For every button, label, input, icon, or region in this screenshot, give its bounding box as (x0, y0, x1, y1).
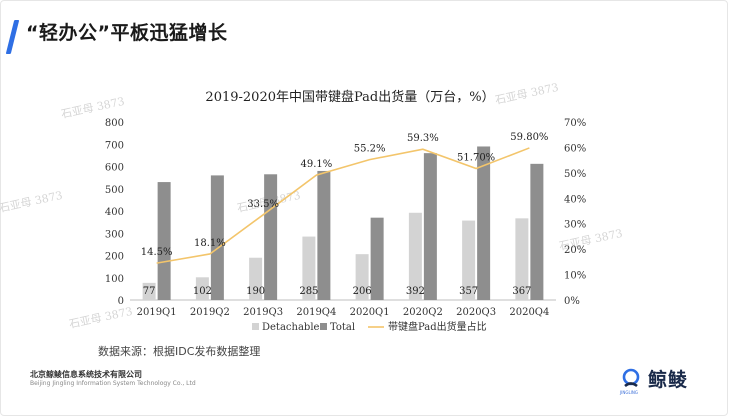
watermark-text: 石亚母 3873 (0, 189, 64, 215)
bar-total (370, 217, 384, 300)
y-right-tick-label: 10% (564, 271, 586, 282)
x-tick-label: 2020Q2 (403, 307, 443, 318)
x-tick-label: 2020Q3 (456, 307, 496, 318)
legend-swatch-detachable (252, 323, 259, 330)
y-right-tick-label: 70% (564, 118, 586, 129)
bar-total (423, 153, 437, 300)
share-value-label: 59.3% (407, 133, 439, 144)
brand-sub: JINGLING (620, 389, 638, 395)
legend-label-total: Total (330, 322, 355, 333)
bar-value-label: 206 (353, 286, 372, 297)
bar-value-label: 77 (143, 286, 156, 297)
legend-label-detachable: Detachable (262, 322, 320, 333)
legend-label-share: 带键盘Pad出货量占比 (388, 320, 487, 333)
share-line (156, 147, 530, 264)
watermark-text: 石亚母 3873 (60, 95, 126, 121)
y-left-tick-label: 0 (118, 296, 124, 307)
bar-detachable (408, 212, 422, 300)
x-tick-label: 2019Q3 (243, 307, 283, 318)
y-left-tick-label: 300 (105, 229, 124, 240)
share-value-label: 14.5% (141, 247, 173, 258)
share-value-label: 59.80% (510, 132, 548, 143)
share-value-label: 51.70% (457, 153, 495, 164)
x-tick-label: 2019Q4 (296, 307, 336, 318)
bar-detachable (142, 282, 156, 300)
y-right-tick-label: 50% (564, 169, 586, 180)
bar-total (317, 170, 331, 300)
y-right-tick-label: 0% (564, 296, 580, 307)
bar-value-label: 285 (299, 286, 318, 297)
bar-value-label: 102 (193, 286, 212, 297)
bar-value-label: 357 (459, 286, 478, 297)
bar-total (477, 146, 491, 300)
y-left-tick-label: 200 (105, 252, 124, 263)
bar-detachable (195, 277, 209, 300)
share-value-label: 49.1% (300, 159, 332, 170)
bar-total (530, 163, 544, 300)
y-left-tick-label: 700 (105, 140, 124, 151)
data-source-note: 数据来源：根据IDC发布数据整理 (98, 345, 261, 358)
x-tick-label: 2019Q2 (190, 307, 230, 318)
slide-title: “轻办公”平板迅猛增长 (26, 22, 228, 44)
brand-logo: JINGLING 鲸鲮 (620, 365, 689, 395)
y-left-tick-label: 800 (105, 118, 124, 129)
brand-name: 鲸鲮 (648, 369, 689, 391)
bar-detachable (302, 236, 316, 300)
y-left-tick-label: 400 (105, 207, 124, 218)
bar-detachable (515, 218, 529, 300)
y-right-tick-label: 30% (564, 220, 586, 231)
y-left-tick-label: 500 (105, 185, 124, 196)
watermark-text: 石亚母 3873 (494, 81, 560, 107)
share-value-label: 55.2% (354, 144, 386, 155)
company-name-cn: 北京鲸鲮信息系统技术有限公司 (30, 370, 142, 379)
share-value-label: 33.5% (247, 199, 279, 210)
bar-detachable (355, 254, 369, 300)
y-right-tick-label: 40% (564, 194, 586, 205)
y-left-tick-label: 600 (105, 163, 124, 174)
y-right-tick-label: 20% (564, 245, 586, 256)
company-name-en: Beijing Jingling Information System Tech… (30, 380, 196, 387)
x-tick-label: 2020Q4 (509, 307, 549, 318)
bar-total (157, 182, 171, 300)
bar-value-label: 190 (246, 286, 265, 297)
x-tick-label: 2019Q1 (137, 307, 177, 318)
bar-value-label: 392 (406, 286, 425, 297)
bar-total (210, 175, 224, 300)
bar-value-label: 367 (512, 286, 531, 297)
bar-detachable (249, 257, 263, 300)
x-tick-label: 2020Q1 (350, 307, 390, 318)
bar-detachable (462, 220, 476, 300)
bar-total (264, 174, 278, 300)
y-left-tick-label: 100 (105, 274, 124, 285)
watermark-text: 石亚母 3873 (68, 305, 134, 331)
chart-title: 2019-2020年中国带键盘Pad出货量（万台，%） (205, 89, 494, 105)
legend-swatch-total (320, 323, 327, 330)
y-right-tick-label: 60% (564, 143, 586, 154)
whale-logo-icon: JINGLING (620, 368, 642, 395)
share-value-label: 18.1% (194, 238, 226, 249)
